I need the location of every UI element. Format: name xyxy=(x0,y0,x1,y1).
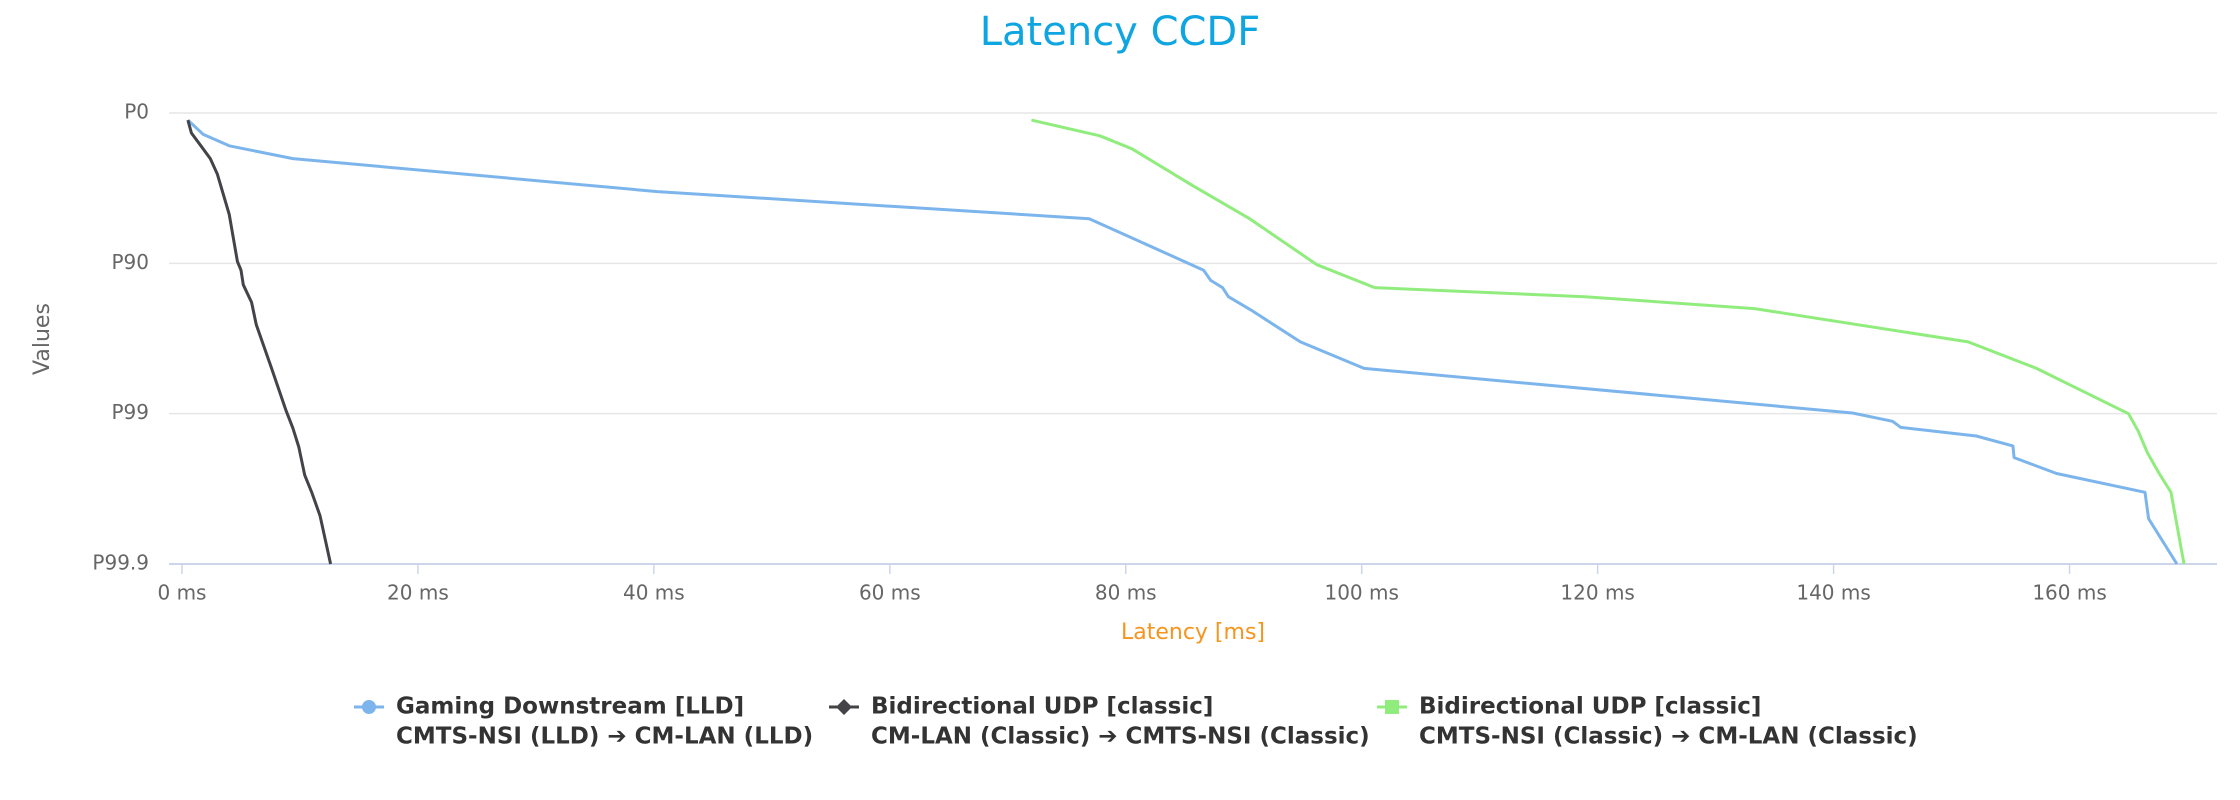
legend-item[interactable]: Bidirectional UDP [classic] CMTS-NSI (Cla… xyxy=(1377,694,1918,750)
legend-label: Bidirectional UDP [classic] xyxy=(1419,694,1761,720)
y-tick-label: P99.9 xyxy=(92,551,149,575)
y-axis-title: Values xyxy=(30,303,55,375)
x-tick-label: 0 ms xyxy=(157,581,206,605)
legend-marker xyxy=(1385,700,1399,714)
x-tick-label: 140 ms xyxy=(1796,581,1870,605)
x-tick-label: 120 ms xyxy=(1560,581,1634,605)
x-tick-label: 60 ms xyxy=(859,581,921,605)
chart-title: Latency CCDF xyxy=(980,9,1261,55)
legend-label: Gaming Downstream [LLD] xyxy=(396,694,744,720)
series-line xyxy=(186,119,2179,565)
legend-item[interactable]: Bidirectional UDP [classic] CM-LAN (Class… xyxy=(829,694,1370,750)
x-tick-label: 100 ms xyxy=(1324,581,1398,605)
y-tick-label: P0 xyxy=(124,100,149,124)
y-tick-label: P90 xyxy=(111,250,149,274)
x-axis-title: Latency [ms] xyxy=(1121,620,1265,645)
legend-marker xyxy=(836,699,852,715)
legend-label: Bidirectional UDP [classic] xyxy=(871,694,1213,720)
series-line xyxy=(1031,118,2186,565)
x-tick-label: 20 ms xyxy=(387,581,449,605)
legend-label: CM-LAN (Classic) ➔ CMTS-NSI (Classic) xyxy=(871,724,1370,750)
series-line xyxy=(186,119,333,565)
x-tick-label: 80 ms xyxy=(1095,581,1157,605)
y-tick-label: P99 xyxy=(111,400,149,424)
x-tick-label: 160 ms xyxy=(2032,581,2106,605)
legend-item[interactable]: Gaming Downstream [LLD] CMTS-NSI (LLD) ➔ … xyxy=(354,694,813,750)
x-tick-label: 40 ms xyxy=(623,581,685,605)
legend-label: CMTS-NSI (LLD) ➔ CM-LAN (LLD) xyxy=(396,724,813,750)
legend-marker xyxy=(362,700,376,714)
legend-label: CMTS-NSI (Classic) ➔ CM-LAN (Classic) xyxy=(1419,724,1918,750)
